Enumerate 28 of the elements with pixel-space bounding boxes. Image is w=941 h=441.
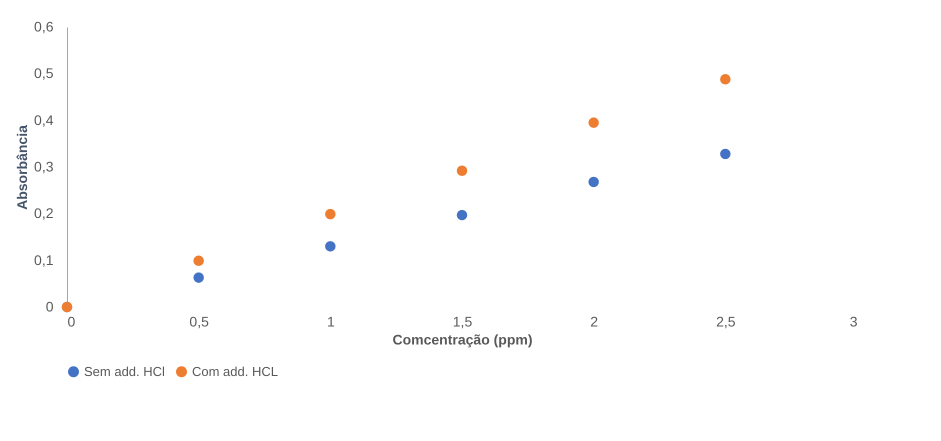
x-tick-label: 1 <box>326 314 335 330</box>
y-tick-label: 0,6 <box>34 18 54 34</box>
point <box>456 166 468 176</box>
point <box>193 272 204 283</box>
x-tick-label: 2,5 <box>716 314 736 330</box>
y-tick-label: 0,5 <box>34 65 54 82</box>
x-tick-label: 2 <box>590 314 598 330</box>
point <box>325 241 336 252</box>
x-tick-label: 0 <box>68 314 76 330</box>
legend-label: Com add. HCL <box>192 364 278 379</box>
point <box>325 208 336 220</box>
y-tick-label: 0 <box>46 298 54 314</box>
point <box>588 117 599 128</box>
x-tick-label: 1,5 <box>452 314 472 330</box>
y-tick-label: 0,3 <box>34 158 54 174</box>
point <box>456 210 468 220</box>
y-axis-title: Absorbância <box>14 124 30 210</box>
point <box>588 176 599 188</box>
point <box>193 256 204 266</box>
y-tick-label: 0,1 <box>34 252 54 268</box>
x-tick-label: 0,5 <box>189 314 210 330</box>
x-tick-label: 3 <box>850 314 858 330</box>
point <box>720 148 731 160</box>
point <box>720 74 731 84</box>
y-tick-label: 0,4 <box>34 112 54 128</box>
y-tick-label: 0,2 <box>34 205 54 222</box>
legend-label: Sem add. HCl <box>84 364 166 379</box>
x-axis-title: Comcentração (ppm) <box>392 332 533 348</box>
